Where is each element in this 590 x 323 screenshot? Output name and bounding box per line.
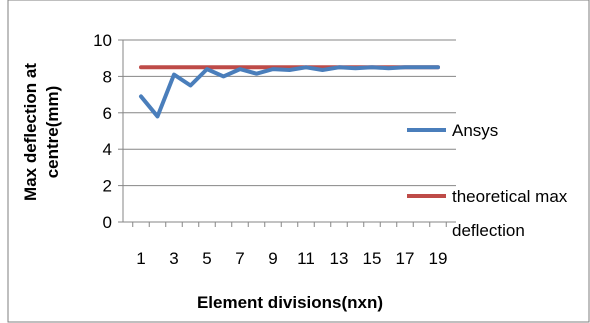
x-tick-label: 1	[136, 249, 145, 268]
y-tick-label: 0	[103, 213, 112, 232]
y-tick-label: 4	[103, 140, 112, 159]
y-axis-title-line1: Max deflection at	[21, 63, 40, 201]
y-tick-label: 10	[93, 31, 112, 50]
legend: Ansys theoretical max deflection	[407, 121, 568, 240]
x-tick-label: 19	[429, 249, 448, 268]
x-tick-label: 17	[396, 249, 415, 268]
x-tick-label: 11	[297, 249, 315, 268]
x-tick-label: 13	[330, 249, 349, 268]
x-tick-label: 3	[169, 249, 178, 268]
y-tick-labels: 0 2 4 6 8 10	[93, 31, 112, 232]
x-axis-title: Element divisions(nxn)	[197, 293, 383, 312]
x-tick-label: 5	[202, 249, 211, 268]
legend-label-theoretical-line1: theoretical max	[452, 187, 568, 206]
chart-border	[7, 0, 590, 323]
axes	[122, 40, 456, 223]
series-line-ansys	[139, 65, 440, 119]
y-tick-label: 8	[103, 67, 112, 86]
x-tick-labels: 1 3 5 7 9 11 13 15 17 19	[136, 249, 447, 268]
gridlines	[118, 39, 456, 227]
x-tick-label: 15	[363, 249, 382, 268]
legend-label-ansys: Ansys	[452, 121, 498, 140]
y-tick-label: 2	[103, 177, 112, 196]
y-axis-title: Max deflection at centre(mm)	[21, 63, 62, 201]
legend-label-theoretical-line2: deflection	[452, 221, 525, 240]
series-lines	[139, 65, 440, 119]
y-axis-title-line2: centre(mm)	[43, 86, 62, 179]
y-tick-label: 6	[103, 104, 112, 123]
x-tick-label: 7	[235, 249, 244, 268]
x-tick-label: 9	[268, 249, 277, 268]
